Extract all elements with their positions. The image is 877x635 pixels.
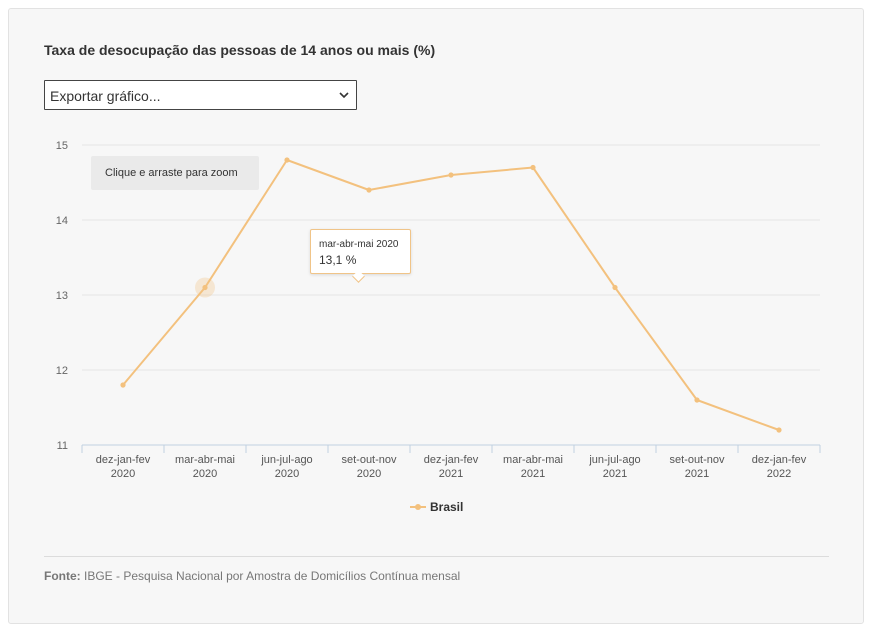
x-tick-label: 2020 <box>357 468 381 480</box>
y-axis-labels: 11 12 13 14 15 <box>56 140 68 452</box>
x-tick-label: dez-jan-fev <box>752 454 807 466</box>
zoom-hint-text: Clique e arraste para zoom <box>105 167 238 179</box>
x-tick-label: 2021 <box>439 468 463 480</box>
tooltip-category: mar-abr-mai 2020 <box>319 239 399 250</box>
x-tick-label: set-out-nov <box>341 454 397 466</box>
source-text: IBGE - Pesquisa Nacional por Amostra de … <box>84 569 461 583</box>
data-point <box>530 164 536 171</box>
x-tick-label: jun-jul-ago <box>260 454 312 466</box>
legend-label: Brasil <box>430 500 464 514</box>
y-tick-label: 11 <box>57 440 68 452</box>
grid-lines <box>82 144 820 371</box>
legend-dot-marker <box>415 504 421 510</box>
source-prefix: Fonte: <box>44 569 81 583</box>
data-point <box>612 284 618 291</box>
chevron-down-icon <box>339 92 349 99</box>
data-point <box>284 157 290 163</box>
x-tick-label: jun-jul-ago <box>588 454 640 466</box>
y-tick-label: 15 <box>56 140 68 152</box>
y-tick-label: 14 <box>56 215 68 227</box>
export-select-label: Exportar gráfico... <box>50 88 161 104</box>
y-tick-label: 12 <box>56 365 68 377</box>
x-tick-label: mar-abr-mai <box>175 454 235 466</box>
x-tick-label: dez-jan-fev <box>424 454 479 466</box>
tooltip-value: 13,1 % <box>319 253 357 267</box>
data-point <box>202 284 208 291</box>
divider <box>44 556 829 557</box>
zoom-hint: Clique e arraste para zoom <box>91 156 259 190</box>
x-tick-label: 2021 <box>603 468 627 480</box>
y-tick-label: 13 <box>56 290 68 302</box>
data-point <box>694 397 700 403</box>
x-tick-label: 2020 <box>193 468 217 480</box>
chart-title: Taxa de desocupação das pessoas de 14 an… <box>44 42 436 58</box>
tooltip: mar-abr-mai 2020 13,1 % <box>310 229 411 274</box>
x-tick-label: dez-jan-fev <box>96 454 151 466</box>
data-point <box>776 427 782 433</box>
x-tick-label: set-out-nov <box>669 454 725 466</box>
x-tick-label: 2020 <box>111 468 135 480</box>
x-tick-label: 2020 <box>275 468 299 480</box>
x-tick-label: mar-abr-mai <box>503 454 563 466</box>
data-point <box>120 382 126 388</box>
series-brasil <box>120 157 782 433</box>
x-tick-label: 2022 <box>767 468 791 480</box>
data-point <box>366 187 372 193</box>
x-tick-label: 2021 <box>685 468 709 480</box>
export-select[interactable]: Exportar gráfico... <box>44 80 357 110</box>
x-tick-label: 2021 <box>521 468 545 480</box>
data-point <box>448 172 454 178</box>
chart-card <box>8 8 864 624</box>
x-axis: dez-jan-fev 2020 mar-abr-mai 2020 jun-jul-ag… <box>81 444 821 480</box>
source-note: Fonte: IBGE - Pesquisa Nacional por Amos… <box>44 569 460 583</box>
